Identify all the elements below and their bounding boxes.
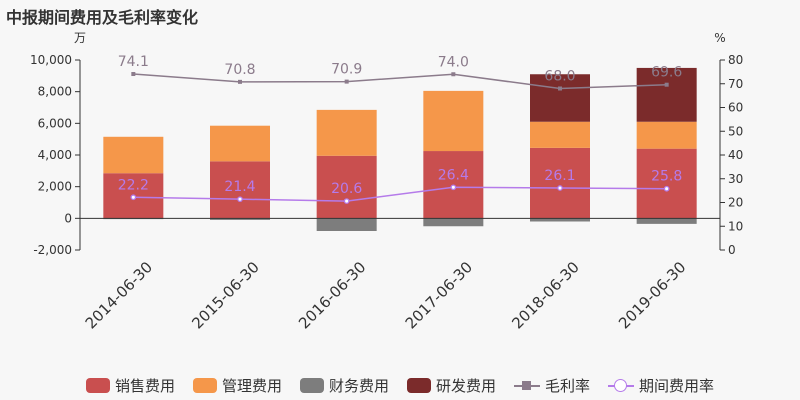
data-label: 74.0 xyxy=(438,54,469,70)
bar-segment xyxy=(103,136,164,174)
data-label: 22.2 xyxy=(118,177,149,193)
right-tick-label: 30 xyxy=(728,172,743,186)
line-point xyxy=(663,185,670,192)
category-label: 2017-06-30 xyxy=(402,258,476,332)
line-point xyxy=(451,72,456,77)
line-point xyxy=(557,185,563,191)
category-label: 2016-06-30 xyxy=(295,258,369,332)
legend-swatch xyxy=(85,377,110,393)
data-label: 21.4 xyxy=(224,179,255,195)
left-tick-label: 6,000 xyxy=(38,116,72,130)
chart: 万 % -2,000 0 2,000 4,000 6,000 8,000 10,000 0 10… xyxy=(30,31,743,332)
data-label: 26.4 xyxy=(438,167,469,183)
data-label: 69.6 xyxy=(651,65,682,81)
category-label: 2014-06-30 xyxy=(82,258,156,332)
circle-marker-icon xyxy=(608,378,635,393)
right-tick-label: 10 xyxy=(728,219,743,233)
data-label: 68.0 xyxy=(544,69,575,85)
bar-segment xyxy=(636,148,697,219)
left-tick-label: 10,000 xyxy=(30,53,72,67)
series-line xyxy=(133,73,667,90)
legend-swatch xyxy=(407,377,431,393)
bar-segment xyxy=(316,155,377,219)
right-tick-label: 50 xyxy=(728,124,743,138)
right-tick-label: 40 xyxy=(728,148,743,162)
legend-item[interactable]: 管理费用 xyxy=(192,375,282,396)
legend-label: 销售费用 xyxy=(114,376,175,395)
bar-segment xyxy=(530,74,590,122)
left-tick-label: 2,000 xyxy=(38,180,72,194)
line-point xyxy=(343,198,350,204)
legend-label: 毛利率 xyxy=(545,376,591,395)
bar-segment xyxy=(316,218,377,231)
category-label: 2019-06-30 xyxy=(615,258,689,332)
legend-label: 管理费用 xyxy=(221,376,282,395)
bar-segment xyxy=(423,218,484,227)
category-label: 2015-06-30 xyxy=(188,258,262,332)
chart-title: 中报期间费用及毛利率变化 xyxy=(6,8,199,27)
line-point xyxy=(450,184,457,191)
bar-segment xyxy=(530,147,590,219)
data-label: 70.8 xyxy=(224,62,255,78)
legend-swatch xyxy=(299,377,324,393)
left-axis-unit: 万 xyxy=(74,31,86,45)
square-marker-icon xyxy=(514,378,541,393)
legend-item[interactable]: 研发费用 xyxy=(407,375,496,396)
legend-item[interactable]: 毛利率 xyxy=(514,375,590,396)
legend-swatch xyxy=(192,377,217,393)
line-point xyxy=(131,72,136,77)
legend-item[interactable]: 销售费用 xyxy=(85,375,175,396)
right-tick-label: 0 xyxy=(728,243,736,257)
legend-label: 财务费用 xyxy=(328,376,389,395)
data-label: 70.9 xyxy=(331,62,362,78)
bar-segment xyxy=(210,161,270,219)
right-axis-unit: % xyxy=(714,31,725,45)
bar-segment xyxy=(636,121,697,149)
bar-segment xyxy=(530,218,590,222)
line-point xyxy=(664,82,669,87)
bar-segment xyxy=(210,218,270,220)
right-tick-label: 60 xyxy=(728,101,743,115)
legend-label: 研发费用 xyxy=(436,376,497,395)
left-tick-label: 8,000 xyxy=(38,85,72,99)
line-point xyxy=(558,86,562,91)
data-label: 74.1 xyxy=(118,54,149,70)
bar-segment xyxy=(210,125,270,162)
left-tick-label: -2,000 xyxy=(33,243,72,257)
legend: 销售费用 管理费用 财务费用 研发费用 毛利率 期间费用率 xyxy=(0,374,800,396)
bar-segment xyxy=(636,218,697,224)
line-point xyxy=(130,194,137,201)
data-label: 26.1 xyxy=(544,168,575,184)
left-tick-label: 4,000 xyxy=(38,148,72,162)
legend-item[interactable]: 期间费用率 xyxy=(608,375,714,396)
category-label: 2018-06-30 xyxy=(508,258,582,332)
right-tick-label: 20 xyxy=(728,196,743,210)
data-label: 25.8 xyxy=(651,169,682,185)
right-tick-label: 80 xyxy=(728,53,743,67)
bar-segment xyxy=(423,90,484,152)
line-point xyxy=(344,79,349,84)
series-line xyxy=(133,186,667,202)
data-label: 20.6 xyxy=(331,181,362,197)
line-point xyxy=(238,79,242,84)
bar-segment xyxy=(530,121,590,148)
right-tick-label: 70 xyxy=(728,77,743,91)
bar-segment xyxy=(316,109,377,156)
bar-segment xyxy=(636,67,697,122)
left-tick-label: 0 xyxy=(64,211,72,225)
legend-label: 期间费用率 xyxy=(639,376,715,395)
legend-item[interactable]: 财务费用 xyxy=(299,375,389,396)
line-point xyxy=(237,196,243,203)
